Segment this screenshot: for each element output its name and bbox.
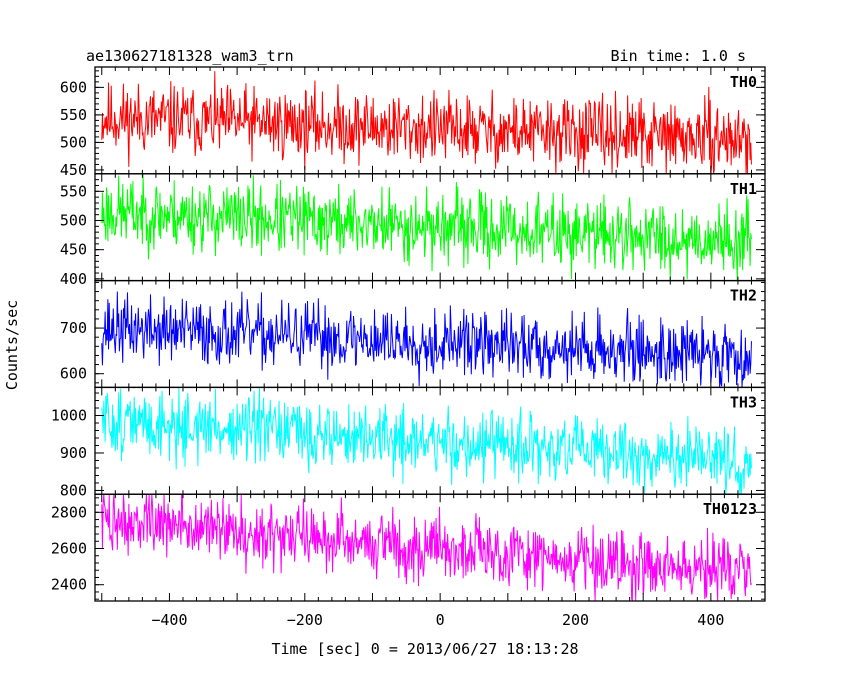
y-tick-label: 600 <box>60 365 87 383</box>
y-tick-label: 500 <box>60 133 87 151</box>
panels-group: 450 500 550 600 TH0 400 450 500 550 TH1 600 700 TH2 8… <box>51 66 766 602</box>
y-tick-label: 600 <box>60 78 87 96</box>
series-label: TH0 <box>730 73 757 91</box>
series-th0123 <box>101 494 752 602</box>
series-th3 <box>101 387 752 495</box>
x-tick-label: 400 <box>697 611 724 629</box>
y-tick-label: 800 <box>60 481 87 499</box>
series-th0 <box>101 71 752 174</box>
x-tick-label: 0 <box>436 611 445 629</box>
y-tick-label: 1000 <box>51 407 87 425</box>
series-label: TH1 <box>730 180 757 198</box>
x-tick-label: 200 <box>562 611 589 629</box>
panel-frame <box>94 493 766 602</box>
series-th2 <box>101 291 752 388</box>
y-axis-label: Counts/sec <box>3 300 21 390</box>
series-th1 <box>101 173 752 281</box>
panel-th0: 450 500 550 600 TH0 <box>60 66 766 179</box>
y-tick-label: 900 <box>60 444 87 462</box>
x-tick-label: −400 <box>151 611 187 629</box>
y-tick-label: 550 <box>60 106 87 124</box>
y-tick-label: 550 <box>60 182 87 200</box>
y-tick-label: 500 <box>60 211 87 229</box>
y-tick-label: 2600 <box>51 540 87 558</box>
x-axis: −400 −200 0 200 400 <box>151 611 724 629</box>
x-axis-label: Time [sec] 0 = 2013/06/27 18:13:28 <box>271 640 578 658</box>
panel-th3: 800 900 1000 TH3 <box>51 386 766 499</box>
series-label: TH2 <box>730 287 757 305</box>
bin-time-label: Bin time: 1.0 s <box>611 47 746 65</box>
y-tick-label: 400 <box>60 270 87 288</box>
y-tick-label: 2400 <box>51 576 87 594</box>
chart-title: ae130627181328_wam3_trn <box>86 47 294 65</box>
panel-th2: 600 700 TH2 <box>60 279 766 389</box>
panel-th1: 400 450 500 550 TH1 <box>60 173 766 288</box>
panel-th0123: 2400 2600 2800 TH0123 <box>51 493 766 602</box>
y-tick-label: 450 <box>60 161 87 179</box>
x-tick-label: −200 <box>287 611 323 629</box>
series-label: TH0123 <box>703 500 757 518</box>
y-tick-label: 700 <box>60 319 87 337</box>
series-label: TH3 <box>730 393 757 411</box>
y-tick-label: 2800 <box>51 503 87 521</box>
y-tick-label: 450 <box>60 241 87 259</box>
